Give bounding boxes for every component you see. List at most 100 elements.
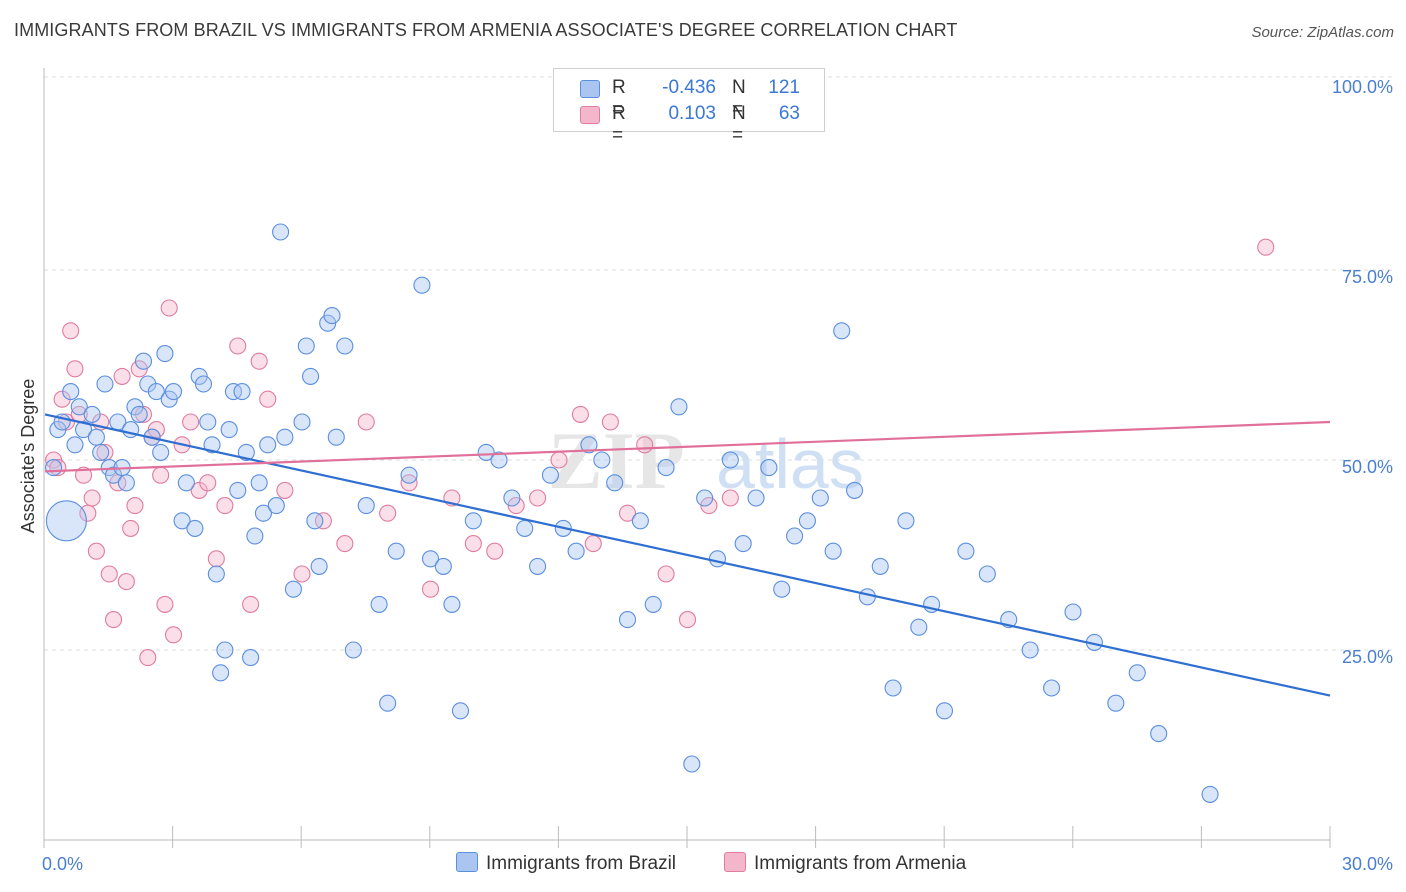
brazil-point [897,512,915,530]
brazil-point [220,421,238,439]
brazil-point [259,436,277,454]
bottom-legend-label-armenia: Immigrants from Armenia [754,853,967,874]
brazil-point [379,694,397,712]
brazil-point [45,500,87,542]
armenia-point [207,550,225,568]
brazil-point [618,611,637,629]
brazil-point [387,542,405,560]
brazil-point [186,519,204,537]
brazil-point [237,443,255,461]
brazil-point [117,474,135,492]
brazil-point [451,702,470,720]
armenia-point [100,565,118,583]
x-tick-label: 30.0% [1342,854,1393,874]
armenia-point [242,595,260,613]
legend-r-value: -0.436 [662,77,716,98]
brazil-point [580,436,598,454]
brazil-point [267,497,285,515]
armenia-point [379,504,397,522]
legend-n-value: 63 [778,103,800,124]
brazil-point [413,276,431,294]
armenia-point [584,535,602,553]
brazil-point [606,474,624,492]
armenia-point [75,466,93,484]
brazil-point [657,459,675,477]
brazil-point [708,550,727,568]
brazil-point [370,595,388,613]
armenia-point [293,565,311,583]
armenia-point [139,649,157,667]
brazil-point [293,413,311,431]
brazil-point [302,367,320,385]
y-tick-label: 75.0% [1342,267,1393,287]
armenia-point [314,512,332,530]
brazil-point [297,337,315,355]
armenia-point [122,519,140,537]
armenia-point [229,337,247,355]
brazil-point [75,421,93,439]
armenia-point [62,322,80,340]
brazil-point [631,512,649,530]
armenia-point [156,595,174,613]
series-armenia-points [45,238,1275,667]
brazil-point [811,489,829,507]
brazil-point [490,451,508,469]
watermark-atlas: atlas [716,425,864,503]
armenia-point [126,497,144,515]
armenia-point [276,481,294,499]
brazil-point [833,322,851,340]
brazil-point [516,519,534,537]
series-brazil-points [45,223,1219,803]
brazil-point [824,542,842,560]
brazil-point [443,595,461,613]
armenia-point [216,497,234,515]
brazil-point [92,443,110,461]
brazil-point [306,512,324,530]
armenia-point [336,535,354,553]
legend: R = -0.436 N = 121 R = 0.103 N = 63 [553,68,825,146]
brazil-point [434,557,452,575]
armenia-point [486,542,504,560]
brazil-point [670,398,688,416]
brazil-point [276,428,294,446]
brazil-point [357,497,375,515]
brazil-point [246,527,264,545]
brazil-point [207,565,225,583]
brazil-point [734,535,752,553]
brazil-point [224,383,243,401]
armenia-point [721,489,739,507]
brazil-point [464,512,482,530]
brazil-point [1150,725,1168,743]
x-tick-label: 0.0% [42,854,83,874]
brazil-point [644,595,662,613]
brazil-point [773,580,791,598]
armenia-point [182,413,200,431]
brazil-point [871,557,889,575]
bottom-legend-label-brazil: Immigrants from Brazil [486,853,677,874]
brazil-point [250,474,268,492]
legend-r-label: R = [612,103,626,146]
legend-r-label: R = [612,77,626,120]
brazil-point [1128,664,1146,682]
brazil-point [344,641,362,659]
brazil-point [272,223,290,241]
bottom-legend-swatch-armenia [724,852,746,872]
brazil-point [1064,603,1082,621]
armenia-point [657,565,675,583]
brazil-point [62,383,80,401]
brazil-point [70,398,88,416]
brazil-point [323,307,341,325]
brazil-point [1043,679,1061,697]
armenia-point [601,413,619,431]
y-tick-label: 25.0% [1342,647,1393,667]
brazil-point [212,664,230,682]
armenia-point [357,413,375,431]
brazil-point [910,618,928,636]
brazil-point [567,542,585,560]
brazil-point [216,641,234,659]
armenia-point [250,352,268,370]
brazil-point [45,459,63,477]
chart-title: IMMIGRANTS FROM BRAZIL VS IMMIGRANTS FRO… [14,20,958,40]
armenia-point [464,535,482,553]
armenia-point [199,474,217,492]
